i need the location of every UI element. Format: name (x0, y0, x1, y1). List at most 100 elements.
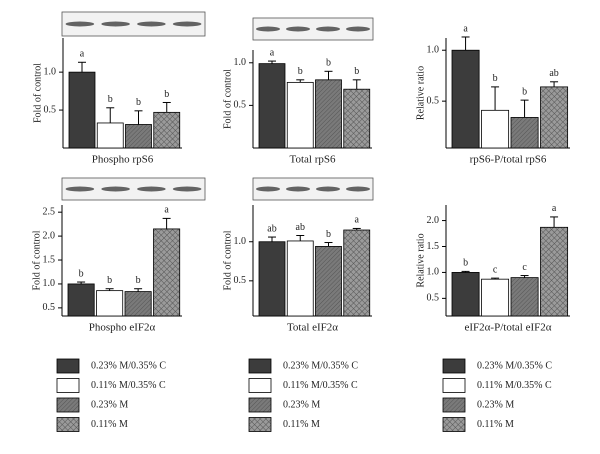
legend-label: 0.23% M/0.35% C (283, 360, 358, 371)
significance-letter: b (522, 86, 527, 97)
y-tick-label: 0.5 (427, 95, 440, 106)
bar (153, 111, 181, 149)
panel-title: Phospho rpS6 (92, 154, 154, 166)
bar (481, 278, 510, 317)
significance-letter: c (493, 264, 498, 275)
bar (343, 229, 371, 317)
blot-band (346, 26, 370, 32)
significance-letter: b (136, 275, 141, 286)
legend-swatch (442, 417, 466, 432)
blot (252, 17, 374, 41)
legend-swatch (248, 358, 272, 374)
panel-title: Total rpS6 (290, 154, 336, 166)
significance-letter: b (164, 89, 169, 100)
y-tick-label: 1.0 (427, 45, 440, 56)
y-tick-label: 2.5 (43, 206, 56, 217)
bar (125, 124, 152, 149)
bar (258, 63, 286, 149)
blot-band (65, 21, 95, 27)
panel-title: eIF2α-P/total eIF2α (465, 322, 552, 334)
bar (124, 291, 152, 317)
bar (153, 228, 181, 317)
significance-letter: a (355, 215, 360, 226)
legend-label: 0.23% M/0.35% C (91, 360, 166, 371)
blot-band (286, 26, 310, 32)
bar (258, 241, 286, 317)
bar (510, 277, 539, 317)
significance-letter: ab (296, 222, 305, 233)
blot-band (346, 186, 370, 192)
significance-letter: b (463, 258, 468, 269)
significance-letter: b (136, 97, 141, 108)
significance-letter: c (522, 262, 527, 273)
significance-letter: b (354, 66, 359, 77)
y-tick-label: 1.0 (43, 278, 56, 289)
y-axis-label: Relative ratio (415, 66, 426, 120)
legend-swatch (56, 378, 80, 393)
legend-swatch (56, 358, 80, 374)
bar (96, 122, 124, 149)
blot (252, 177, 374, 201)
significance-letter: a (80, 49, 85, 60)
panel-title: Total eIF2α (287, 322, 338, 334)
legend-swatch (248, 397, 272, 413)
y-tick-label: 1.0 (44, 66, 57, 77)
y-axis-label: Fold of control (31, 230, 42, 290)
legend-label: 0.11% M/0.35% C (477, 380, 552, 391)
bar (481, 109, 510, 149)
legend-label: 0.11% M/0.35% C (283, 380, 358, 391)
blot-band (65, 186, 95, 192)
blot-band (316, 26, 340, 32)
significance-letter: b (326, 229, 331, 240)
legend-label: 0.11% M (91, 419, 128, 430)
bar (540, 226, 569, 317)
significance-letter: a (552, 203, 557, 214)
blot-band (316, 186, 340, 192)
significance-letter: a (164, 205, 169, 216)
y-axis-label: Fold of control (32, 63, 43, 123)
blot-band (256, 26, 280, 32)
legend-label: 0.23% M (477, 399, 514, 410)
y-tick-label: 0.5 (43, 302, 56, 313)
legend-swatch (442, 397, 466, 413)
blot-band (137, 186, 166, 192)
legend-label: 0.11% M (477, 419, 514, 430)
y-tick-label: 0.5 (234, 275, 247, 286)
legend-swatch (56, 417, 80, 432)
bar (343, 88, 371, 149)
panel-title: rpS6-P/total rpS6 (470, 154, 547, 166)
legend-swatch (442, 358, 466, 374)
bar (68, 71, 96, 149)
significance-letter: b (79, 268, 84, 279)
y-axis-label: Fold of control (222, 230, 233, 290)
legend-label: 0.23% M (91, 399, 128, 410)
blot-band (101, 21, 130, 27)
legend-swatch (442, 378, 466, 393)
significance-letter: b (108, 94, 113, 105)
y-tick-label: 0.5 (44, 104, 57, 115)
bar (315, 79, 342, 149)
blot-band (101, 186, 130, 192)
y-tick-label: 1.0 (234, 236, 247, 247)
y-tick-label: 1.0 (234, 57, 247, 68)
bar (451, 49, 480, 149)
bar (286, 240, 314, 317)
significance-letter: ab (549, 68, 558, 79)
y-axis-label: Fold of control (222, 69, 233, 129)
significance-letter: a (270, 47, 275, 58)
y-tick-label: 1.5 (427, 241, 440, 252)
legend-label: 0.11% M/0.35% C (91, 380, 166, 391)
y-tick-label: 0.5 (427, 293, 440, 304)
bar (451, 272, 480, 317)
blot-band (286, 186, 310, 192)
legend-label: 0.23% M/0.35% C (477, 360, 552, 371)
legend-swatch (56, 397, 80, 413)
significance-letter: ab (267, 223, 276, 234)
legend-label: 0.23% M (283, 399, 320, 410)
blot-band (137, 21, 166, 27)
significance-letter: b (326, 58, 331, 69)
bar (286, 81, 314, 149)
significance-letter: b (493, 73, 498, 84)
legend-swatch (248, 417, 272, 432)
